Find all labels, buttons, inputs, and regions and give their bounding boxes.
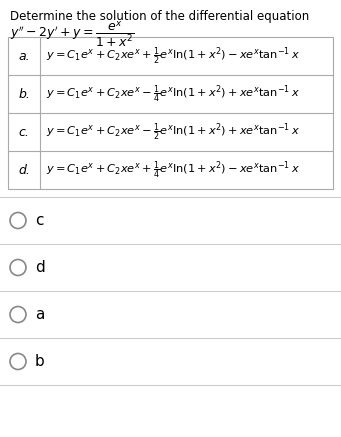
Text: d.: d. bbox=[18, 163, 30, 177]
Text: c.: c. bbox=[18, 125, 29, 139]
Text: $y = C_1e^x + C_2xe^x - \frac{1}{2}e^x\ln(1 + x^2) + xe^x\tan^{-1}x$: $y = C_1e^x + C_2xe^x - \frac{1}{2}e^x\l… bbox=[46, 121, 300, 143]
Text: $y = C_1e^x + C_2xe^x + \frac{1}{4}e^x\ln(1 + x^2) - xe^x\tan^{-1}x$: $y = C_1e^x + C_2xe^x + \frac{1}{4}e^x\l… bbox=[46, 159, 300, 181]
Text: Determine the solution of the differential equation: Determine the solution of the differenti… bbox=[10, 10, 309, 23]
Text: $y'' - 2y' + y = \dfrac{e^x}{1+x^2}$: $y'' - 2y' + y = \dfrac{e^x}{1+x^2}$ bbox=[10, 20, 135, 49]
Text: b.: b. bbox=[18, 87, 30, 101]
Text: $y = C_1e^x + C_2xe^x - \frac{1}{4}e^x\ln(1 + x^2) + xe^x\tan^{-1}x$: $y = C_1e^x + C_2xe^x - \frac{1}{4}e^x\l… bbox=[46, 83, 300, 105]
Text: a: a bbox=[35, 307, 44, 322]
Text: c: c bbox=[35, 213, 44, 228]
Text: $y = C_1e^x + C_2xe^x + \frac{1}{2}e^x\ln(1 + x^2) - xe^x\tan^{-1}x$: $y = C_1e^x + C_2xe^x + \frac{1}{2}e^x\l… bbox=[46, 45, 300, 67]
Text: a.: a. bbox=[18, 49, 30, 62]
Text: b: b bbox=[35, 354, 45, 369]
Bar bbox=[8, 37, 333, 189]
Text: d: d bbox=[35, 260, 45, 275]
